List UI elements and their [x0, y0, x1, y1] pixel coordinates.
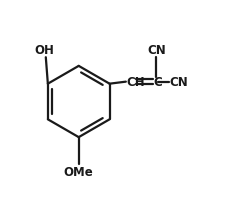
Text: OMe: OMe: [64, 165, 94, 178]
Text: OH: OH: [35, 44, 55, 57]
Text: CH: CH: [127, 76, 145, 89]
Text: C: C: [153, 76, 162, 89]
Text: CN: CN: [169, 76, 188, 89]
Text: CN: CN: [147, 44, 166, 57]
